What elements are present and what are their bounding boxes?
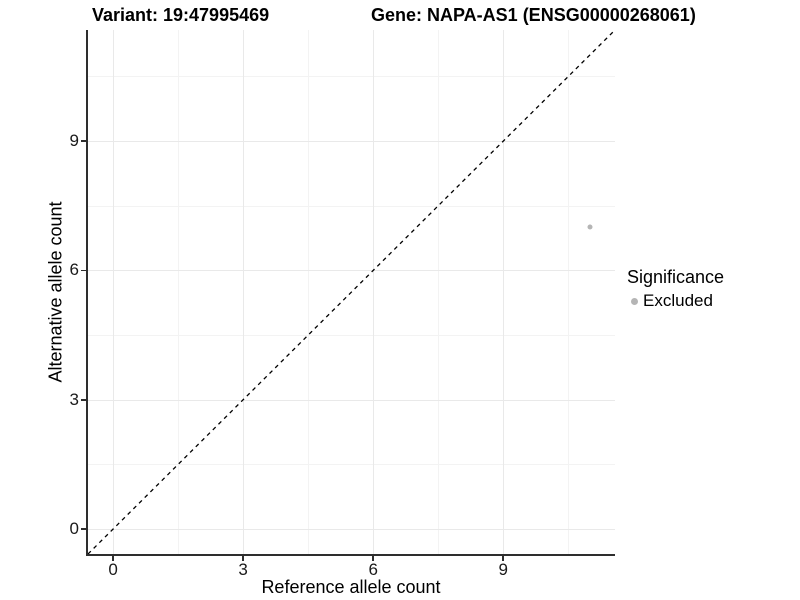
x-minor-gridline [308,30,310,554]
x-major-gridline [503,30,505,554]
y-tick-mark [81,140,86,142]
y-major-gridline [88,270,615,272]
x-tick-label: 0 [108,560,118,579]
x-minor-gridline [178,30,180,554]
x-tick-label: 3 [238,560,248,579]
y-tick-mark [81,269,86,272]
legend-item-excluded: Excluded [627,291,724,311]
legend-point-icon [631,297,638,305]
y-minor-gridline [88,464,615,466]
x-axis-line [86,554,615,556]
y-tick-label: 3 [69,389,79,409]
x-major-gridline [113,30,115,554]
x-tick-mark [372,556,374,561]
y-tick-label: 6 [69,260,79,280]
y-axis-label: Alternative allele count [45,201,66,383]
x-minor-gridline [568,30,570,554]
x-major-gridline [243,30,245,554]
y-axis-line [86,30,88,556]
gene-title: Gene: NAPA-AS1 (ENSG00000268061) [371,5,696,25]
legend: Significance Excluded [627,267,724,311]
y-major-gridline [88,399,615,401]
legend-item-label: Excluded [643,291,713,310]
x-tick-mark [242,556,244,561]
x-minor-gridline [438,30,440,554]
y-tick-mark [81,528,86,530]
x-axis-label: Reference allele count [261,577,441,597]
y-tick-label: 0 [69,519,79,539]
y-tick-mark [81,399,86,401]
legend-title: Significance [627,267,725,287]
x-tick-label: 9 [498,560,508,579]
y-major-gridline [88,141,615,143]
y-minor-gridline [88,205,615,207]
x-tick-label: 6 [368,560,378,579]
y-minor-gridline [88,335,615,337]
y-minor-gridline [88,76,615,78]
plot-panel [88,30,615,554]
variant-title: Variant: 19:47995469 [92,5,270,25]
x-major-gridline [373,30,375,554]
identity-line [88,30,615,554]
x-tick-mark [502,556,504,561]
y-major-gridline [88,529,615,531]
data-point [587,224,593,230]
x-tick-mark [112,556,114,561]
y-tick-label: 9 [69,131,79,151]
